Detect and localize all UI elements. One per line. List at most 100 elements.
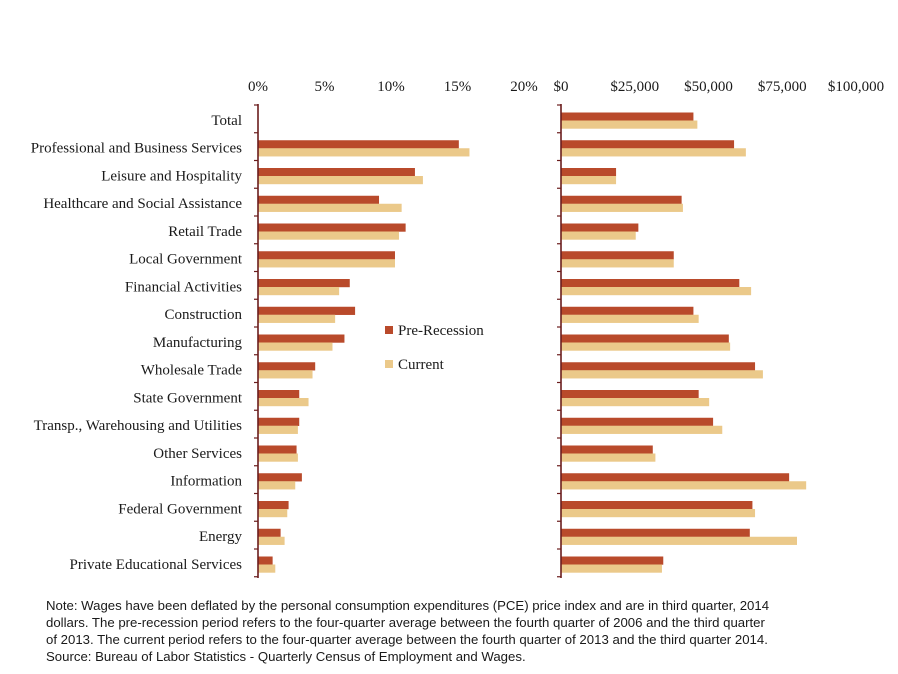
- bar-pre-recession: [258, 445, 297, 454]
- bar-pre-recession: [561, 223, 639, 232]
- bar-pre-recession: [258, 223, 406, 232]
- bar-pre-recession: [258, 251, 395, 260]
- bar-current: [561, 342, 731, 351]
- bar-current: [561, 259, 674, 268]
- bar-current: [258, 259, 395, 268]
- category-label: Construction: [165, 307, 243, 323]
- bar-current: [258, 536, 285, 545]
- bar-current: [258, 453, 298, 462]
- bar-pre-recession: [258, 417, 300, 426]
- bar-pre-recession: [561, 334, 729, 343]
- legend: Pre-Recession Current: [385, 323, 484, 373]
- bar-current: [561, 176, 617, 185]
- bar-current: [561, 398, 710, 407]
- bar-pre-recession: [561, 279, 740, 288]
- category-label: Professional and Business Services: [31, 141, 242, 157]
- bar-current: [258, 370, 313, 379]
- bar-pre-recession: [561, 417, 714, 426]
- bar-pre-recession: [561, 251, 674, 260]
- category-label: Information: [170, 474, 242, 490]
- x-tick-label: 10%: [377, 79, 405, 95]
- footnote-line: dollars. The pre-recession period refers…: [46, 615, 765, 630]
- category-label: Local Government: [129, 252, 243, 268]
- bar-pre-recession: [561, 473, 790, 482]
- bar-pre-recession: [258, 140, 459, 149]
- bar-current: [561, 425, 723, 434]
- bar-pre-recession: [258, 168, 415, 177]
- category-label: Manufacturing: [153, 335, 243, 351]
- bar-current: [258, 509, 288, 518]
- wage-panel: $0 $25,000 $50,000 $75,000 $100,000: [554, 79, 884, 578]
- bar-pre-recession: [561, 556, 664, 565]
- bar-current: [258, 564, 276, 573]
- category-label: Financial Activities: [125, 279, 242, 295]
- footnote-line: of 2013. The current period refers to th…: [46, 632, 768, 647]
- bar-current: [561, 314, 699, 323]
- bar-pre-recession: [258, 306, 356, 315]
- bar-pre-recession: [258, 279, 350, 288]
- bar-current: [258, 148, 470, 157]
- bar-pre-recession: [258, 528, 281, 537]
- bar-current: [258, 314, 336, 323]
- bar-pre-recession: [561, 140, 735, 149]
- category-label: Retail Trade: [168, 224, 242, 240]
- x-tick-label: 15%: [444, 79, 472, 95]
- category-labels: Total Professional and Business Services L…: [31, 113, 243, 573]
- bar-current: [561, 203, 683, 212]
- bar-current: [258, 287, 340, 296]
- x-tick-label: $100,000: [828, 79, 884, 95]
- bar-current: [561, 481, 807, 490]
- bar-current: [561, 231, 636, 240]
- bar-pre-recession: [561, 168, 617, 177]
- bar-current: [258, 342, 333, 351]
- bar-pre-recession: [258, 195, 380, 204]
- footnote-line: Source: Bureau of Labor Statistics - Qua…: [46, 649, 526, 664]
- x-tick-label: $25,000: [610, 79, 659, 95]
- bar-pre-recession: [258, 390, 300, 399]
- x-tick-label: 0%: [248, 79, 268, 95]
- category-label: Transp., Warehousing and Utilities: [34, 418, 243, 434]
- bar-current: [561, 564, 662, 573]
- bar-pre-recession: [258, 473, 302, 482]
- bar-pre-recession: [561, 362, 756, 371]
- x-tick-label: $0: [554, 79, 569, 95]
- bar-current: [561, 148, 746, 157]
- share-panel: 0% 5% 10% 15% 20%: [248, 79, 538, 578]
- legend-swatch: [385, 360, 393, 368]
- legend-label: Current: [398, 357, 445, 373]
- bar-pre-recession: [561, 112, 694, 121]
- bar-pre-recession: [561, 390, 699, 399]
- category-label: Federal Government: [118, 501, 243, 517]
- bar-pre-recession: [258, 556, 273, 565]
- bar-current: [561, 536, 797, 545]
- bar-pre-recession: [258, 334, 345, 343]
- x-tick-label: $50,000: [684, 79, 733, 95]
- bar-pre-recession: [561, 445, 653, 454]
- footnote-line: Note: Wages have been deflated by the pe…: [46, 598, 770, 613]
- bar-pre-recession: [258, 362, 316, 371]
- bar-pre-recession: [561, 501, 753, 510]
- bar-current: [258, 176, 423, 185]
- bar-current: [561, 120, 698, 129]
- bar-current: [258, 425, 298, 434]
- legend-label: Pre-Recession: [398, 323, 484, 339]
- category-label: Leisure and Hospitality: [101, 168, 242, 184]
- bar-current: [258, 398, 309, 407]
- category-label: Wholesale Trade: [141, 363, 243, 379]
- bar-current: [258, 203, 402, 212]
- bar-pre-recession: [258, 501, 289, 510]
- bar-current: [258, 481, 296, 490]
- bar-current: [561, 370, 763, 379]
- x-tick-label: $75,000: [758, 79, 807, 95]
- bar-current: [258, 231, 399, 240]
- footnote: Note: Wages have been deflated by the pe…: [46, 597, 876, 665]
- category-label: State Government: [133, 390, 243, 406]
- bar-pre-recession: [561, 306, 694, 315]
- bar-current: [561, 453, 656, 462]
- x-tick-label: 5%: [315, 79, 335, 95]
- category-label: Healthcare and Social Assistance: [43, 196, 242, 212]
- bar-current: [561, 287, 752, 296]
- bar-pre-recession: [561, 195, 682, 204]
- category-label: Private Educational Services: [70, 557, 243, 573]
